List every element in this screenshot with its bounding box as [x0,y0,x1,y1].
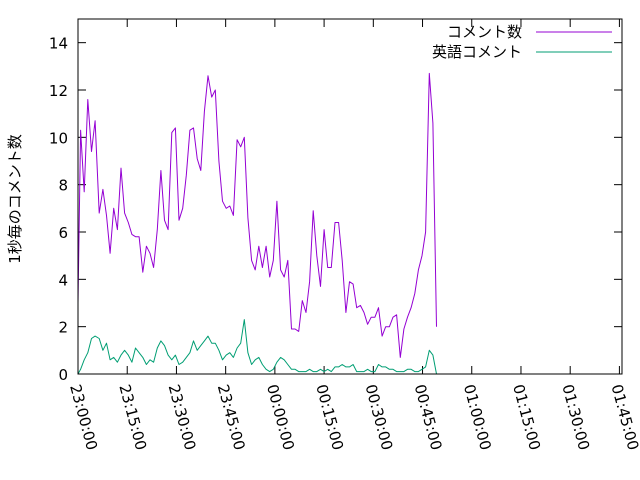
y-tick-label: 4 [58,271,68,289]
series-line-0 [77,72,437,358]
y-tick-label: 14 [49,35,68,53]
y-tick-label: 10 [49,129,68,147]
x-tick-label: 01:15:00 [509,382,544,452]
y-tick-label: 6 [58,224,68,242]
x-tick-label: 01:30:00 [558,382,593,452]
y-ticks: 0 2 4 6 8 10 12 14 [49,35,622,384]
x-tick-label: 23:15:00 [115,382,150,452]
x-tick-label: 23:00:00 [66,382,101,452]
y-axis-label: 1秒毎のコメント数 [6,134,24,264]
x-tick-label: 00:00:00 [263,382,298,452]
x-tick-label: 01:45:00 [608,382,640,452]
x-tick-label: 00:45:00 [411,382,446,452]
series-line-1 [77,319,437,375]
y-tick-label: 2 [58,319,68,337]
y-tick-label: 0 [58,366,68,384]
x-tick-label: 00:30:00 [361,382,396,452]
series-lines [77,72,437,375]
x-tick-label: 01:00:00 [460,382,495,452]
x-tick-label: 00:15:00 [312,382,347,452]
x-ticks: 23:00:00 23:15:00 23:30:00 23:45:00 00:00:00… [66,19,640,452]
legend-label-1: 英語コメント [432,43,522,61]
x-tick-label: 23:30:00 [165,382,200,452]
plot-frame [77,18,623,375]
x-tick-label: 23:45:00 [214,382,249,452]
legend-label-0: コメント数 [447,23,522,41]
y-tick-label: 8 [58,177,68,195]
y-tick-label: 12 [49,82,68,100]
